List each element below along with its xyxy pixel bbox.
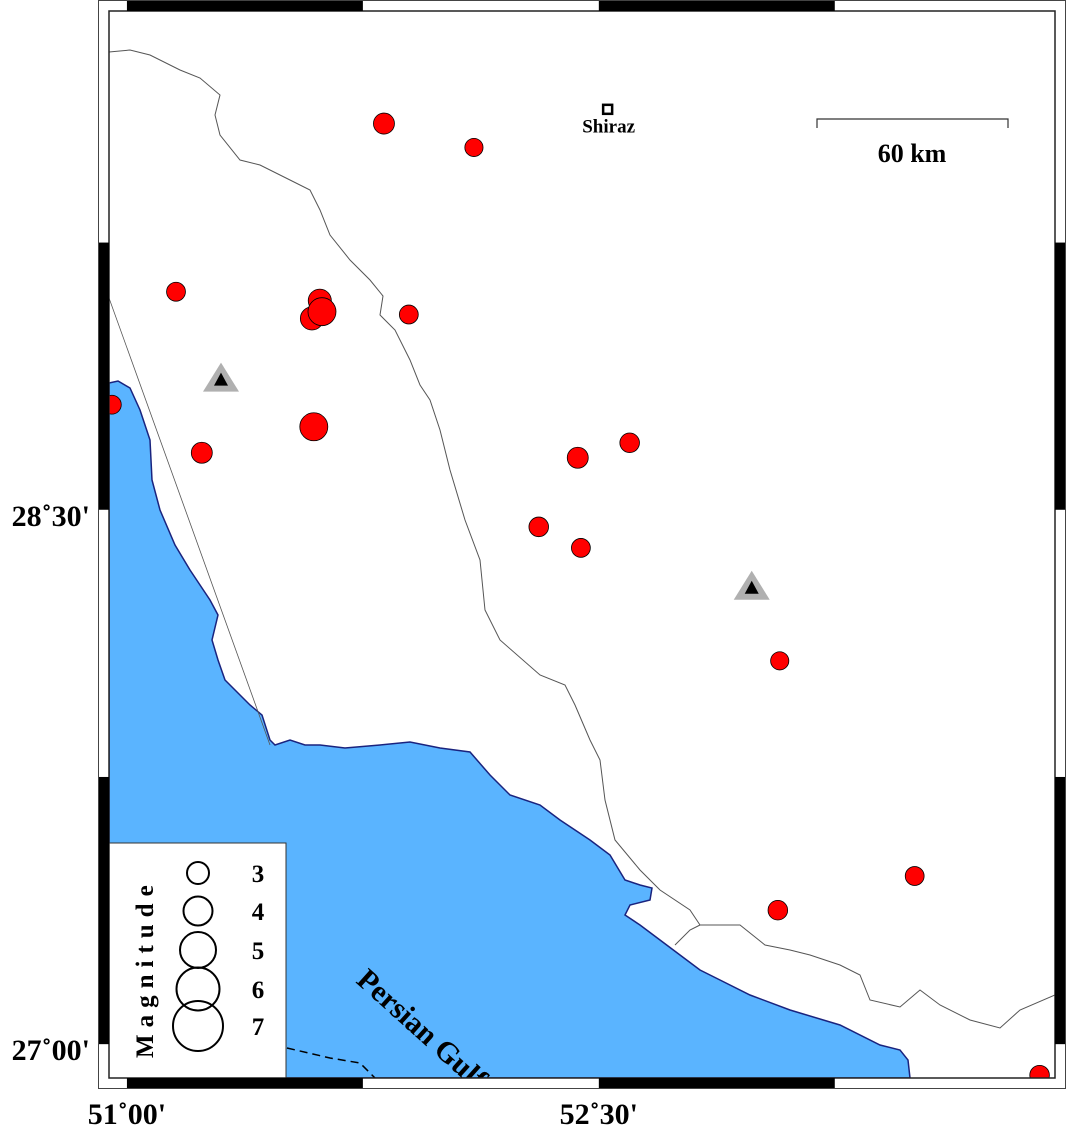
latitude-tick-label: 27˚00' bbox=[12, 1034, 90, 1067]
earthquake-marker bbox=[770, 651, 790, 671]
earthquake-marker bbox=[190, 441, 213, 464]
legend-circle-icon bbox=[186, 861, 210, 885]
earthquake-marker bbox=[373, 112, 395, 135]
earthquake-marker bbox=[619, 432, 640, 453]
legend-label: 5 bbox=[252, 938, 265, 965]
legend-label: 4 bbox=[252, 899, 265, 926]
map-frame bbox=[98, 0, 1066, 1089]
station-triangle-icon bbox=[202, 362, 239, 392]
legend-label: 7 bbox=[252, 1014, 265, 1041]
legend-label: 6 bbox=[252, 977, 265, 1004]
longitude-tick-label: 51˚00' bbox=[88, 1098, 166, 1128]
earthquake-marker bbox=[109, 394, 122, 415]
earthquake-marker bbox=[566, 446, 589, 469]
legend: Magnitude 3 4 5 6 7 bbox=[108, 842, 287, 1079]
station-layer bbox=[202, 362, 770, 600]
legend-circle-icon bbox=[172, 1000, 224, 1052]
scale-bar bbox=[816, 118, 1009, 128]
earthquake-marker bbox=[571, 538, 591, 558]
legend-circle-icon bbox=[175, 966, 221, 1012]
earthquake-marker bbox=[767, 900, 789, 921]
sea-area bbox=[109, 380, 911, 1078]
earthquake-marker bbox=[398, 304, 419, 325]
maritime-boundary bbox=[286, 1047, 376, 1078]
city-marker bbox=[601, 103, 614, 116]
legend-circle-icon bbox=[182, 895, 214, 927]
earthquake-marker bbox=[307, 297, 337, 327]
straight-border bbox=[109, 297, 271, 746]
legend-label: 3 bbox=[252, 861, 265, 888]
legend-title: Magnitude bbox=[132, 878, 159, 1058]
province-border-branch bbox=[674, 924, 701, 946]
latitude-tick-label: 28˚30' bbox=[12, 500, 90, 533]
province-border bbox=[109, 49, 1055, 1029]
earthquake-layer bbox=[109, 112, 1050, 1078]
station-triangle-icon bbox=[733, 570, 770, 600]
earthquake-marker bbox=[904, 866, 925, 886]
earthquake-marker bbox=[1029, 1064, 1050, 1078]
scale-bar-label: 60 km bbox=[878, 139, 947, 168]
earthquake-marker bbox=[299, 412, 329, 442]
earthquake-marker bbox=[528, 516, 549, 538]
city-label: Shiraz bbox=[582, 116, 635, 137]
longitude-tick-label: 52˚30' bbox=[560, 1098, 638, 1128]
earthquake-marker bbox=[464, 137, 484, 157]
earthquake-marker bbox=[166, 281, 186, 302]
